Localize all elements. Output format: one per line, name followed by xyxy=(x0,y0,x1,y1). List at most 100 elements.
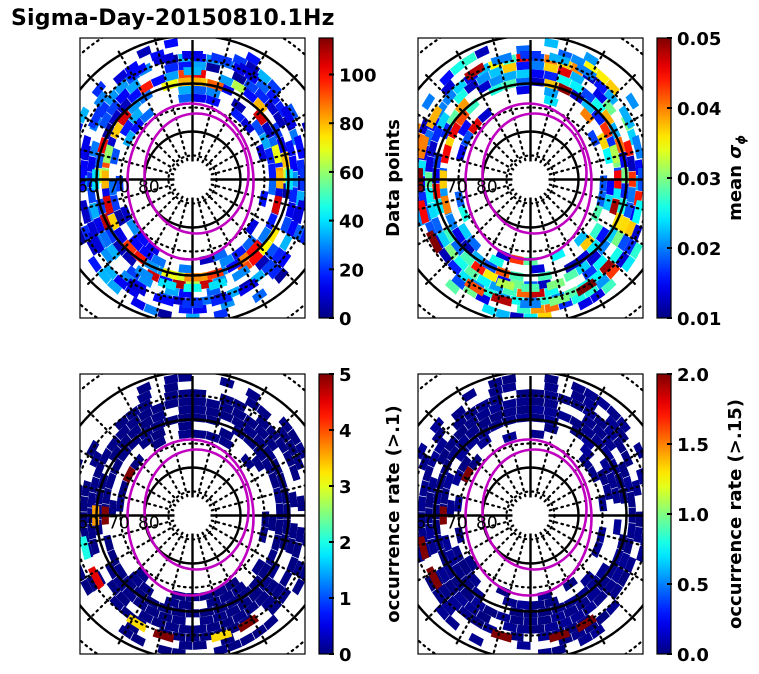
heatmap-cell xyxy=(271,247,286,264)
heatmap-cell xyxy=(129,117,145,135)
colorbar-tick-label: 4 xyxy=(339,421,352,442)
oval-boundary-outer xyxy=(464,102,593,261)
heatmap-cell xyxy=(150,410,166,424)
heatmap-cell xyxy=(438,247,453,265)
heatmap-cell xyxy=(466,235,482,252)
heatmap-cell xyxy=(595,226,610,244)
heatmap-cell xyxy=(113,562,128,581)
colorbar-tick-label: 0 xyxy=(339,645,352,666)
heatmap-cell xyxy=(295,441,305,460)
data-cell xyxy=(87,566,105,590)
heatmap-cell xyxy=(150,401,166,415)
heatmap-cell xyxy=(469,614,485,630)
heatmap-cell xyxy=(461,387,478,403)
grid-radial-dotted xyxy=(423,72,518,167)
grid-radial-dotted xyxy=(492,197,527,318)
heatmap-cell xyxy=(487,385,503,398)
heatmap-cell xyxy=(231,407,247,422)
grid-radial-dotted xyxy=(418,519,513,547)
heatmap-cell xyxy=(474,45,490,59)
heatmap-cell xyxy=(251,119,266,137)
heatmap-cell xyxy=(240,453,255,470)
heatmap-cell xyxy=(488,410,504,424)
grid-radial-dotted xyxy=(196,374,232,498)
heatmap-cell xyxy=(436,566,451,584)
heatmap-cell xyxy=(126,87,142,104)
heatmap-cell xyxy=(488,74,504,88)
lat-label-60: 60 xyxy=(77,514,99,534)
heatmap-cell xyxy=(635,511,643,528)
data-cell xyxy=(80,199,92,225)
heatmap-cell xyxy=(80,495,89,512)
grid-radial-dotted xyxy=(534,374,570,498)
heatmap-cell xyxy=(164,398,179,410)
heatmap-cell xyxy=(434,437,448,455)
grid-radial-dotted xyxy=(154,533,189,654)
heatmap-cell xyxy=(254,254,270,271)
heatmap-cell xyxy=(543,70,559,82)
data-cell xyxy=(618,105,636,129)
heatmap-cell xyxy=(264,579,279,596)
heatmap-cell xyxy=(599,457,613,475)
heatmap-cell xyxy=(633,441,643,460)
heatmap-cell xyxy=(612,519,622,536)
heatmap-cell xyxy=(620,450,634,468)
heatmap-cell xyxy=(425,523,435,540)
heatmap-cell xyxy=(219,376,235,389)
heatmap-cell xyxy=(495,308,511,318)
grid-radial-dotted xyxy=(454,531,522,647)
heatmap-cell xyxy=(109,194,121,212)
heatmap-cell xyxy=(602,147,614,165)
heatmap-cell xyxy=(86,439,100,457)
colorbar-tick-label: 3 xyxy=(339,477,352,498)
lat-label-60: 60 xyxy=(415,514,437,534)
heatmap-cell xyxy=(544,621,559,633)
heatmap-cell xyxy=(594,68,610,85)
heatmap-cell xyxy=(470,596,486,612)
heatmap-cell xyxy=(268,179,277,196)
heatmap-cell xyxy=(464,423,480,440)
heatmap-cell xyxy=(452,414,467,431)
heatmap-cell xyxy=(431,216,444,234)
grid-radial-dotted xyxy=(539,384,607,500)
heatmap-cell xyxy=(244,60,261,76)
heatmap-cell xyxy=(177,421,193,431)
heatmap-cell xyxy=(579,107,595,124)
heatmap-cell xyxy=(254,423,270,440)
heatmap-cell xyxy=(626,523,636,539)
heatmap-cell xyxy=(476,415,492,431)
heatmap-cell xyxy=(80,458,84,470)
grid-radial-dotted xyxy=(543,408,638,503)
heatmap-cell xyxy=(405,199,415,215)
heatmap-cell xyxy=(605,414,620,432)
heatmap-cell xyxy=(615,251,630,269)
heatmap-cell xyxy=(481,303,497,317)
data-cell xyxy=(548,628,571,643)
heatmap-cell xyxy=(425,187,435,204)
heatmap-cell xyxy=(122,586,137,603)
heatmap-cell xyxy=(219,401,235,415)
heatmap-cell xyxy=(267,78,282,96)
heatmap-cell xyxy=(177,93,193,103)
data-cell xyxy=(208,277,228,291)
data-cell xyxy=(280,105,298,129)
heatmap-cell xyxy=(218,435,234,450)
heatmap-cell xyxy=(436,111,450,129)
heatmap-cell xyxy=(138,273,154,288)
heatmap-cell xyxy=(590,540,604,559)
data-cell xyxy=(102,144,114,164)
heatmap-cell xyxy=(219,589,235,604)
data-cell xyxy=(490,628,513,643)
heatmap-cell xyxy=(462,283,479,299)
heatmap-cell xyxy=(268,515,277,532)
heatmap-cell xyxy=(516,640,531,650)
heatmap-cell xyxy=(453,495,463,512)
heatmap-cell xyxy=(467,117,483,135)
heatmap-cell xyxy=(256,68,272,85)
heatmap-cell xyxy=(603,88,619,106)
heatmap-cell xyxy=(225,604,241,619)
heatmap-cell xyxy=(113,209,126,227)
heatmap-cell xyxy=(139,107,155,124)
heatmap-cell xyxy=(598,495,608,512)
heatmap-cell xyxy=(264,98,279,116)
